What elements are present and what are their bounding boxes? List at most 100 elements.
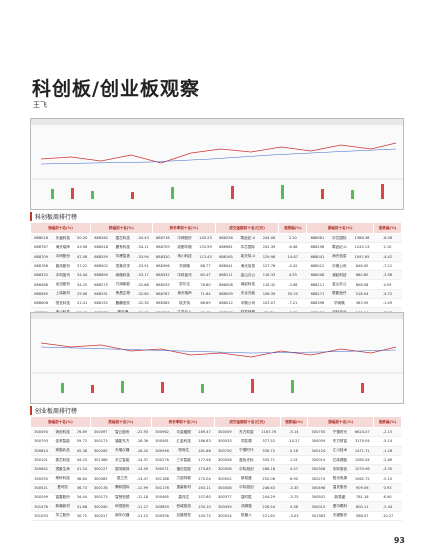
cell: 189.47 bbox=[194, 427, 215, 438]
cell: 688275 bbox=[90, 279, 112, 290]
cell: 34.25 bbox=[73, 279, 91, 290]
cell: 301093 bbox=[30, 511, 52, 521]
cell: 688111 bbox=[306, 279, 329, 290]
cell: -33.94 bbox=[133, 252, 153, 262]
cell: 上纬新材 bbox=[51, 289, 74, 300]
cell: 71.84 bbox=[195, 289, 216, 300]
cell: 34.44 bbox=[73, 270, 91, 281]
title: 科创板/创业板观察 bbox=[32, 78, 200, 100]
cell: 688396 bbox=[306, 298, 329, 309]
cell: -10.27 bbox=[373, 511, 402, 521]
cell: 中研股份 bbox=[173, 233, 196, 244]
cell: 688766 bbox=[30, 261, 52, 272]
cell: -11.15 bbox=[133, 511, 152, 521]
cell: -4.72 bbox=[373, 289, 402, 300]
cell: 300014 bbox=[307, 455, 329, 466]
cell: 173.85 bbox=[194, 464, 215, 475]
cell: 银河磁体 bbox=[111, 464, 134, 475]
cell: 688271 bbox=[306, 289, 329, 300]
cell: 茂莱光学 bbox=[111, 261, 134, 272]
cell: 麒麟信安 bbox=[111, 298, 134, 309]
cell: 金山办公 bbox=[328, 279, 351, 290]
cell: -14.37 bbox=[133, 455, 152, 466]
cell: 300127 bbox=[90, 464, 112, 475]
cell: 纳微科技 bbox=[111, 270, 134, 281]
cell: 300101 bbox=[30, 455, 52, 466]
cell: 1080.54 bbox=[350, 455, 374, 466]
cell: -12.18 bbox=[133, 492, 152, 503]
cell: 150.10 bbox=[194, 501, 215, 512]
cell: 286.18 bbox=[257, 464, 281, 475]
cell: 133.99 bbox=[195, 242, 216, 253]
cell: 宁德时代 bbox=[328, 427, 351, 438]
cell: 88.77 bbox=[195, 261, 216, 272]
cell: 688332 bbox=[30, 270, 52, 281]
cell: 45.38 bbox=[73, 446, 91, 456]
cell: -5.14 bbox=[280, 427, 308, 438]
cell: 588.57 bbox=[350, 511, 374, 521]
cell: 221.62 bbox=[257, 511, 281, 521]
cell: 爱司凯 bbox=[51, 483, 74, 494]
cell: 29.08 bbox=[73, 289, 91, 300]
cell: 荣科科技 bbox=[51, 473, 74, 484]
header-cell: 跌幅前十名(%) bbox=[89, 222, 153, 234]
row: 300299 富春股份 34.44 300173 智慧松德 -12.18 300465 高伟达… bbox=[30, 492, 402, 503]
cell: 688502 bbox=[90, 261, 112, 272]
header-cell: 涨跌幅(%) bbox=[279, 416, 309, 428]
cell: 688332 bbox=[152, 270, 174, 281]
header-cell: 成交金额前十名(亿元) bbox=[214, 222, 280, 234]
cell: 300059 bbox=[214, 427, 236, 438]
cell: 108.39 bbox=[259, 289, 279, 300]
cell: 688709 bbox=[152, 242, 174, 253]
row: 688585 上纬新材 29.08 688331 荣昌生物 -32.60 688787 海天瑞… bbox=[30, 289, 402, 300]
cell: 汇金科技 bbox=[172, 436, 195, 447]
cell: -2.69 bbox=[373, 455, 402, 466]
cell: 688365 bbox=[152, 298, 174, 309]
cell: 天键股份 bbox=[328, 511, 351, 521]
cell: 30.72 bbox=[73, 511, 91, 521]
cell: -10.27 bbox=[280, 436, 308, 447]
cell: 荣昌生物 bbox=[111, 289, 134, 300]
cell: 688320 bbox=[152, 252, 174, 262]
cell: 688255 bbox=[152, 279, 174, 290]
cell: 300274 bbox=[307, 473, 329, 484]
cell: 300793 bbox=[30, 436, 52, 447]
cell: 688018 bbox=[30, 233, 52, 244]
cell: 59.72 bbox=[73, 436, 91, 447]
cell: 300814 bbox=[30, 446, 52, 456]
cell: 龙迅股份 bbox=[51, 279, 74, 290]
cell: 中际旭创 bbox=[235, 464, 258, 475]
cell: 金山办公 bbox=[236, 270, 260, 281]
cell: 186.83 bbox=[194, 436, 215, 447]
header-cell: 振幅前十名(%) bbox=[306, 222, 374, 234]
cell: 华润微 bbox=[328, 298, 351, 309]
cell: 天合光能 bbox=[236, 289, 260, 300]
cell: 银之杰 bbox=[111, 473, 134, 484]
cell: 新易盛 bbox=[235, 473, 258, 484]
cell: 846.05 bbox=[350, 261, 374, 272]
cell: 300024 bbox=[214, 511, 236, 521]
cell: 同花顺 bbox=[235, 436, 258, 447]
row: 688766 普冉股份 37.22 688502 茂莱光学 -33.91 688396 华润微… bbox=[30, 261, 402, 272]
cell: 118.32 bbox=[259, 279, 279, 290]
cell: 688262 bbox=[90, 233, 112, 244]
cell: 寒武纪-U bbox=[236, 233, 260, 244]
row: 688608 恒玄科技 22.41 688152 麒麟信安 -32.35 688365 埃夫特… bbox=[30, 298, 402, 309]
cell: 中科蓝讯 bbox=[51, 270, 74, 281]
cell: 363.59 bbox=[350, 298, 374, 309]
header-cell: 成交金额前十名(亿元) bbox=[213, 416, 281, 428]
cell: 177.46 bbox=[194, 455, 215, 466]
row: 300793 佳禾智能 59.72 300173 福能东方 -18.36 300561 汇金科… bbox=[30, 436, 402, 447]
cell: 普冉股份 bbox=[51, 261, 74, 272]
cell: -11.27 bbox=[133, 501, 152, 512]
row: 301093 华兰股份 30.72 300417 南华仪器 -11.15 300556 丝路视… bbox=[30, 511, 402, 521]
cell: 汤姆猫 bbox=[235, 501, 258, 512]
cell: 万润新能 bbox=[111, 279, 134, 290]
cell: 600.11 bbox=[350, 501, 374, 512]
cell: 逸豪新材 bbox=[172, 483, 195, 494]
cell: 300498 bbox=[307, 483, 329, 494]
cell: 4.57 bbox=[280, 464, 308, 475]
cell: 中芯国际 bbox=[328, 233, 351, 244]
header-cell: 跌幅前十名(%) bbox=[89, 416, 153, 428]
cell: -13.47 bbox=[133, 473, 152, 484]
